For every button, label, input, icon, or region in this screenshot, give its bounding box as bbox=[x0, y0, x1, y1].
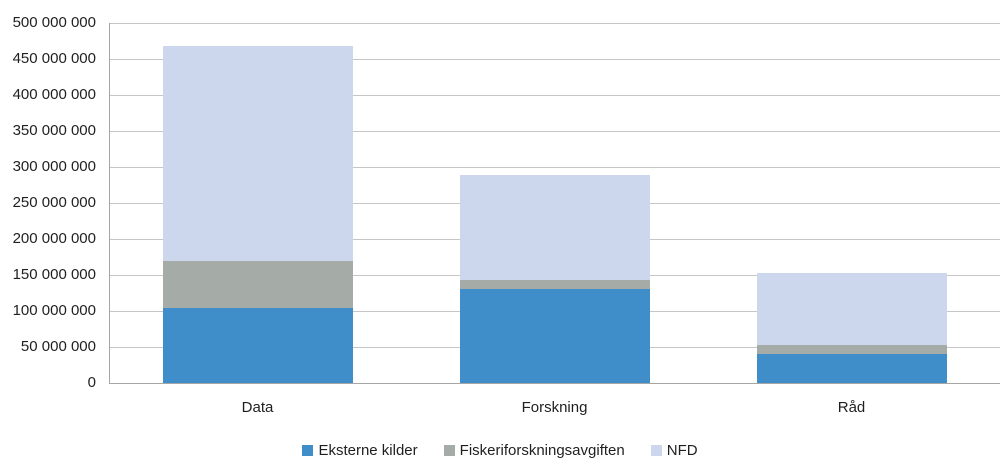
y-axis-tick-label: 100 000 000 bbox=[12, 302, 96, 319]
gridline bbox=[109, 94, 1000, 96]
gridline bbox=[109, 58, 1000, 60]
x-axis-category-label: Råd bbox=[837, 399, 866, 416]
y-axis-tick-label: 300 000 000 bbox=[12, 158, 96, 175]
y-axis-tick-label: 50 000 000 bbox=[20, 338, 96, 355]
bar-segment-forskning-nfd bbox=[459, 174, 650, 281]
y-axis-line bbox=[109, 23, 110, 383]
y-axis-tick-label: 450 000 000 bbox=[12, 50, 96, 67]
bar-segment-forskning-eksterne-kilder bbox=[459, 289, 650, 383]
bar-segment-data-fiskeriforskningsavgiften bbox=[162, 260, 353, 309]
legend-item-fiskeriforskningsavgiften: Fiskeriforskningsavgiften bbox=[443, 441, 625, 459]
y-axis-tick-label: 200 000 000 bbox=[12, 230, 96, 247]
legend-item-eksterne-kilder: Eksterne kilder bbox=[302, 441, 418, 459]
bar-segment-forskning-fiskeriforskningsavgiften bbox=[459, 280, 650, 290]
x-axis-category-label: Data bbox=[241, 399, 274, 416]
bar-segment-data-eksterne-kilder bbox=[162, 308, 353, 383]
y-axis-tick-label: 0 bbox=[87, 374, 96, 391]
bar-segment-data-nfd bbox=[162, 46, 353, 261]
legend: Eksterne kilder Fiskeriforskningsavgiften… bbox=[0, 438, 1000, 462]
y-axis-tick-label: 350 000 000 bbox=[12, 122, 96, 139]
bar-segment-råd-nfd bbox=[756, 272, 947, 345]
x-axis-category-label: Forskning bbox=[521, 399, 588, 416]
legend-label: Fiskeriforskningsavgiften bbox=[459, 441, 625, 459]
legend-swatch-icon bbox=[302, 444, 314, 456]
legend-swatch-icon bbox=[650, 444, 662, 456]
y-axis-tick-label: 500 000 000 bbox=[12, 14, 96, 31]
y-axis-tick-label: 250 000 000 bbox=[12, 194, 96, 211]
legend-item-nfd: NFD bbox=[650, 441, 698, 459]
gridline bbox=[109, 130, 1000, 132]
y-axis-tick-label: 400 000 000 bbox=[12, 86, 96, 103]
x-axis-baseline bbox=[109, 382, 1000, 384]
legend-swatch-icon bbox=[443, 444, 455, 456]
legend-label: Eksterne kilder bbox=[318, 441, 418, 459]
legend-label: NFD bbox=[666, 441, 698, 459]
y-axis-tick-label: 150 000 000 bbox=[12, 266, 96, 283]
gridline bbox=[109, 22, 1000, 24]
bar-segment-råd-fiskeriforskningsavgiften bbox=[756, 344, 947, 355]
gridline bbox=[109, 166, 1000, 168]
bar-segment-råd-eksterne-kilder bbox=[756, 354, 947, 383]
